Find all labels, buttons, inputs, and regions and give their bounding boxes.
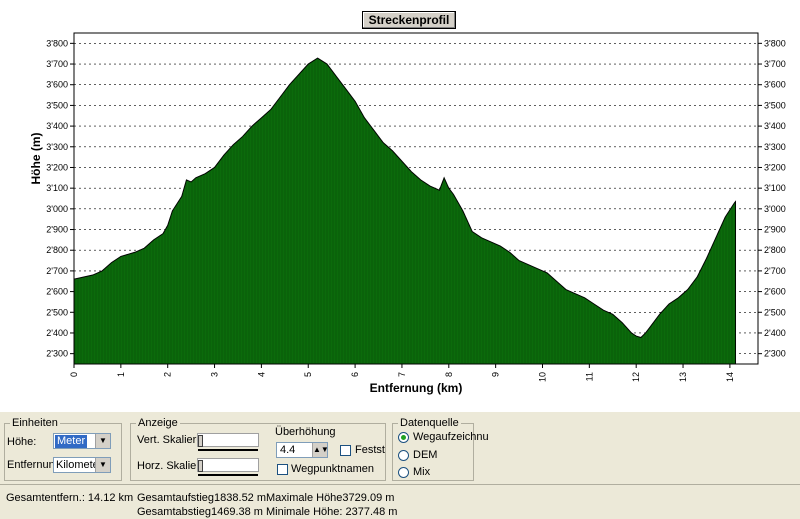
chart-title: Streckenprofil xyxy=(362,11,456,29)
horz-scale-slider[interactable] xyxy=(197,458,259,476)
y-tick-label-left: 3'200 xyxy=(46,162,68,172)
wegpunkt-checkbox[interactable] xyxy=(277,464,288,475)
x-axis-label: Entfernung (km) xyxy=(370,381,463,395)
stat-gesamtabstieg: Gesamtabstieg1469.38 m xyxy=(137,506,263,518)
y-tick-label-right: 2'500 xyxy=(764,307,786,317)
x-tick-label: 3 xyxy=(210,372,220,377)
x-tick-label: 6 xyxy=(350,372,360,377)
y-tick-label-left: 3'600 xyxy=(46,80,68,90)
fest-checkbox[interactable] xyxy=(340,445,351,456)
datenquelle-title: Datenquelle xyxy=(398,416,461,430)
status-divider xyxy=(0,484,800,485)
hoehe-label: Höhe: xyxy=(7,436,37,448)
y-tick-label-left: 3'800 xyxy=(46,38,68,48)
x-tick-label: 7 xyxy=(397,372,407,377)
einheiten-group: Einheiten Höhe: Meter ▼ Entfernung: Kilo… xyxy=(4,416,122,481)
vert-scale-slider[interactable] xyxy=(197,433,259,451)
y-tick-label-right: 3'000 xyxy=(764,204,786,214)
y-tick-label-left: 3'400 xyxy=(46,121,68,131)
y-tick-label-right: 3'500 xyxy=(764,100,786,110)
y-tick-label-left: 2'600 xyxy=(46,287,68,297)
y-tick-label-left: 3'300 xyxy=(46,142,68,152)
y-tick-label-left: 3'100 xyxy=(46,183,68,193)
x-tick-label: 14 xyxy=(725,372,735,382)
radio-wegaufzeichnung[interactable] xyxy=(398,432,409,443)
spinner-icon[interactable]: ▲▼ xyxy=(312,443,329,457)
ueberhoehung-input[interactable]: 4.4 ▲▼ xyxy=(276,442,329,458)
y-tick-label-right: 2'700 xyxy=(764,266,786,276)
x-tick-label: 10 xyxy=(537,372,547,382)
radio-mix-label: Mix xyxy=(413,466,431,478)
radio-dem[interactable] xyxy=(398,450,409,461)
y-tick-label-right: 3'800 xyxy=(764,38,786,48)
y-tick-label-left: 3'000 xyxy=(46,204,68,214)
x-tick-label: 13 xyxy=(678,372,688,382)
entfernung-label: Entfernung: xyxy=(7,459,64,471)
fest-label: Festst xyxy=(355,444,385,456)
stat-maximale-hoehe: Maximale Höhe3729.09 m xyxy=(266,492,395,504)
chart-area: 2'300 2'300 2'400 2'400 2'500 2'500 2'600 2'600… xyxy=(29,11,786,395)
wegpunkt-label: Wegpunktnamen xyxy=(291,463,374,475)
y-tick-label-left: 2'800 xyxy=(46,245,68,255)
x-tick-label: 9 xyxy=(491,372,501,377)
y-tick-label-right: 3'700 xyxy=(764,59,786,69)
hoehe-unit-select[interactable]: Meter ▼ xyxy=(53,433,111,449)
y-tick-label-right: 2'900 xyxy=(764,225,786,235)
y-tick-label-left: 3'500 xyxy=(46,100,68,110)
radio-dem-label: DEM xyxy=(413,449,438,461)
x-tick-label: 5 xyxy=(303,372,313,377)
stat-gesamtaufstieg: Gesamtaufstieg1838.52 m xyxy=(137,492,267,504)
anzeige-group: Anzeige Vert. Skalieru Horz. Skalieri Üb… xyxy=(130,416,386,481)
y-tick-label-right: 2'400 xyxy=(764,328,786,338)
x-tick-label: 8 xyxy=(444,372,454,377)
einheiten-title: Einheiten xyxy=(10,416,60,430)
vert-scale-thumb[interactable] xyxy=(198,435,203,447)
x-tick-label: 11 xyxy=(584,372,594,381)
anzeige-title: Anzeige xyxy=(136,416,180,430)
radio-mix[interactable] xyxy=(398,467,409,478)
y-tick-label-right: 2'800 xyxy=(764,245,786,255)
x-tick-label: 1 xyxy=(116,372,126,377)
y-tick-label-right: 3'200 xyxy=(764,162,786,172)
entfernung-unit-value: Kilometer xyxy=(56,459,103,471)
settings-panel: Einheiten Höhe: Meter ▼ Entfernung: Kilo… xyxy=(0,412,800,519)
y-axis-label: Höhe (m) xyxy=(29,133,43,185)
vert-scale-label: Vert. Skalieru xyxy=(137,434,203,446)
y-tick-label-left: 2'300 xyxy=(46,349,68,359)
y-tick-label-left: 2'400 xyxy=(46,328,68,338)
ueberhoehung-value: 4.4 xyxy=(280,444,296,456)
horz-scale-label: Horz. Skalieri xyxy=(137,460,203,472)
x-tick-label: 2 xyxy=(163,372,173,377)
stat-minimale-hoehe: Minimale Höhe: 2377.48 m xyxy=(266,506,398,518)
stat-gesamtentfernung: Gesamtentfern.: 14.12 km xyxy=(6,492,134,504)
y-tick-label-left: 2'500 xyxy=(46,307,68,317)
chevron-down-icon[interactable]: ▼ xyxy=(95,458,110,472)
y-tick-label-left: 2'900 xyxy=(46,225,68,235)
y-tick-label-right: 3'300 xyxy=(764,142,786,152)
y-tick-label-right: 3'400 xyxy=(764,121,786,131)
y-tick-label-left: 3'700 xyxy=(46,59,68,69)
x-tick-label: 0 xyxy=(69,372,79,377)
radio-wegaufzeichnung-label: Wegaufzeichnu xyxy=(413,431,489,443)
y-tick-label-right: 2'600 xyxy=(764,287,786,297)
hoehe-unit-value: Meter xyxy=(55,435,88,448)
horz-scale-thumb[interactable] xyxy=(198,460,203,472)
y-tick-label-left: 2'700 xyxy=(46,266,68,276)
y-tick-label-right: 3'600 xyxy=(764,80,786,90)
horz-scale-track xyxy=(198,474,258,476)
elevation-profile-chart: 2'300 2'300 2'400 2'400 2'500 2'500 2'600 2'600… xyxy=(29,32,786,395)
vert-scale-track xyxy=(198,449,258,451)
y-tick-label-right: 2'300 xyxy=(764,349,786,359)
x-tick-label: 12 xyxy=(631,372,641,382)
chevron-down-icon[interactable]: ▼ xyxy=(95,434,110,448)
x-tick-label: 4 xyxy=(256,372,266,377)
ueberhoehung-label: Überhöhung xyxy=(275,426,336,438)
entfernung-unit-select[interactable]: Kilometer ▼ xyxy=(53,457,111,473)
y-tick-label-right: 3'100 xyxy=(764,183,786,193)
datenquelle-group: Datenquelle Wegaufzeichnu DEM Mix xyxy=(392,416,489,481)
